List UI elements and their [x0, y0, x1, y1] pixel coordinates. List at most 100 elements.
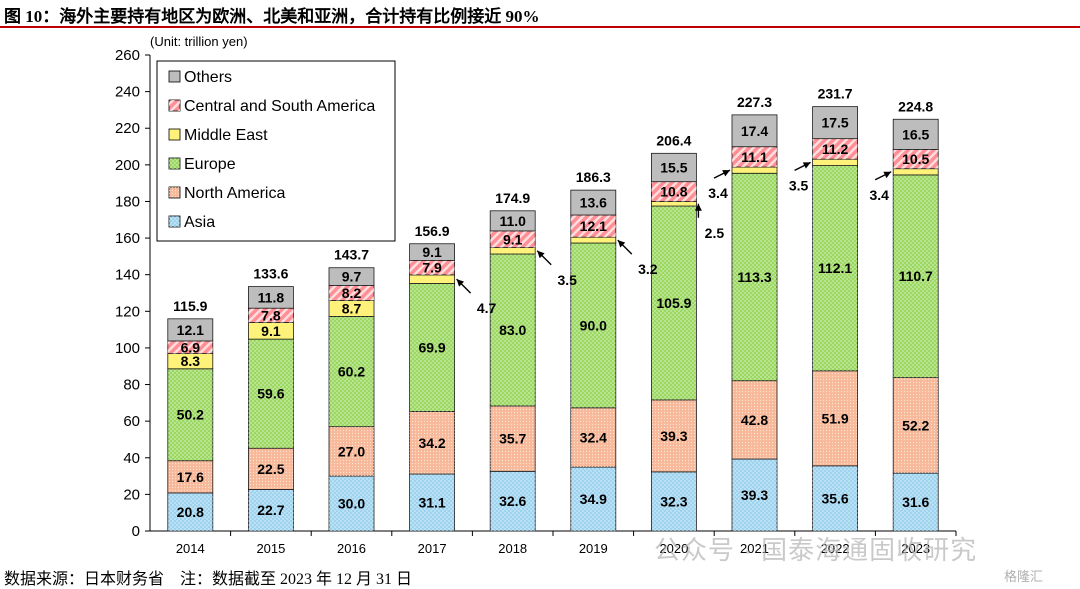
bar-segment-others — [489, 210, 536, 232]
data-label: 34.2 — [418, 435, 445, 451]
data-label: 39.3 — [660, 428, 687, 444]
legend-label: North America — [184, 185, 285, 202]
data-label: 10.5 — [902, 151, 929, 167]
bar-segment-texture — [329, 476, 374, 531]
bar-segment-texture — [248, 489, 294, 531]
legend-label: Europe — [184, 156, 236, 173]
y-tick-label: 40 — [123, 450, 140, 467]
bar-segment-others — [651, 152, 697, 183]
data-label: 11.8 — [258, 289, 285, 305]
data-label: 11.1 — [741, 149, 768, 165]
legend-label: Middle East — [184, 127, 268, 144]
data-label: 16.5 — [902, 126, 929, 142]
x-tick-label: 2021 — [740, 541, 769, 556]
bar-segment-texture — [570, 243, 616, 408]
data-label: 3.4 — [869, 187, 889, 203]
data-label: 9.7 — [342, 269, 362, 285]
callout-arrowhead — [694, 203, 702, 211]
bar-segment-texture — [248, 339, 294, 449]
data-label: 13.6 — [580, 195, 607, 211]
total-label: 143.7 — [334, 247, 369, 263]
data-label: 2.5 — [705, 225, 725, 241]
bar-segment-texture — [409, 283, 455, 412]
bar-segment-texture — [893, 377, 939, 474]
data-label: 42.8 — [741, 412, 768, 428]
total-label: 231.7 — [818, 86, 853, 102]
data-label: 105.9 — [656, 295, 691, 311]
bar-segment-others — [167, 318, 214, 342]
bar-segment-middle-east — [570, 236, 617, 244]
watermark-badge: 格隆汇 — [1004, 569, 1044, 584]
bar-segment-texture — [651, 471, 697, 531]
legend-swatch-texture — [169, 158, 180, 169]
callout-arrowhead — [456, 279, 465, 287]
bar-segment-texture — [651, 181, 697, 202]
bar-segment-others — [328, 267, 375, 286]
bar-segment-texture — [329, 426, 374, 477]
total-label: 227.3 — [737, 94, 772, 110]
bar-segment-texture — [732, 146, 777, 168]
bar-segment-texture — [812, 165, 858, 371]
y-tick-label: 140 — [115, 267, 140, 284]
data-label: 11.2 — [822, 141, 849, 157]
y-tick-label: 220 — [115, 120, 140, 137]
y-tick-label: 20 — [123, 486, 140, 503]
bar-segment-middle-east — [489, 247, 536, 255]
bar-segment-texture — [329, 285, 374, 301]
data-label: 35.7 — [499, 431, 526, 447]
y-tick-label: 260 — [115, 47, 140, 64]
bar-segment-others — [570, 189, 617, 216]
y-tick-label: 200 — [115, 157, 140, 174]
data-label: 50.2 — [177, 407, 204, 423]
bar-segment-texture — [490, 254, 536, 406]
bar-segment-middle-east — [651, 201, 697, 207]
legend-swatch — [168, 128, 181, 141]
bar-segment-texture — [812, 370, 858, 466]
bar-segment-middle-east — [731, 166, 778, 174]
total-label: 206.4 — [656, 132, 691, 148]
data-label: 32.6 — [499, 493, 526, 509]
x-tick-label: 2015 — [256, 541, 285, 556]
bar-segment-texture — [732, 380, 777, 460]
bar-segment-texture — [409, 474, 455, 531]
bar-segment-middle-east — [409, 274, 456, 284]
bar-segment-texture — [167, 492, 213, 531]
data-label: 30.0 — [338, 496, 365, 512]
data-label: 17.4 — [741, 123, 768, 139]
callout-arrowhead — [617, 240, 626, 248]
data-label: 3.2 — [638, 261, 658, 277]
x-tick-label: 2020 — [659, 541, 688, 556]
data-label: 3.4 — [708, 185, 728, 201]
bar-segment-others — [247, 286, 294, 309]
y-tick-label: 180 — [115, 193, 140, 210]
data-label: 8.7 — [342, 300, 362, 316]
bar-segment-others — [731, 114, 778, 148]
y-tick-label: 100 — [115, 340, 140, 357]
bar-segment-texture — [167, 460, 213, 493]
page-title: 图 10：海外主要持有地区为欧洲、北美和亚洲，合计持有比例接近 90% — [4, 7, 540, 26]
data-label: 31.1 — [418, 495, 445, 511]
bar-segment-texture — [167, 368, 213, 461]
callout-arrowhead — [883, 171, 892, 179]
data-label: 7.8 — [261, 307, 281, 323]
callout-arrowhead — [722, 170, 730, 177]
legend-swatch-texture — [169, 187, 180, 198]
data-label: 6.9 — [181, 339, 201, 355]
bar-segment-texture — [570, 215, 616, 238]
data-label: 32.4 — [580, 429, 607, 445]
data-label: 3.5 — [557, 272, 577, 288]
bar-segment-texture — [490, 471, 536, 531]
bar-segment-texture — [651, 206, 697, 400]
y-tick-label: 60 — [123, 413, 140, 430]
data-label: 12.1 — [177, 322, 204, 338]
data-label: 110.7 — [899, 268, 933, 284]
bar-segment-texture — [248, 308, 294, 323]
unit-label: (Unit: trillion yen) — [150, 34, 248, 49]
data-label: 10.8 — [660, 184, 687, 200]
data-label: 113.3 — [737, 269, 771, 285]
data-label: 52.2 — [902, 417, 929, 433]
bar-segment-others — [409, 243, 456, 261]
x-tick-label: 2022 — [821, 541, 850, 556]
data-label: 17.5 — [821, 115, 848, 131]
